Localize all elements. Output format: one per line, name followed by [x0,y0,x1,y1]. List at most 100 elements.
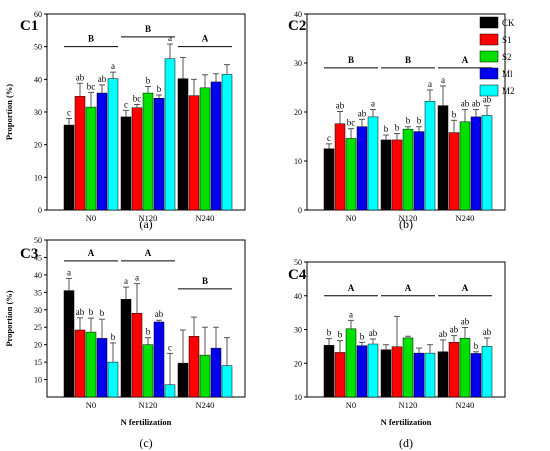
c2-sig-letter: b [417,116,422,126]
c2-xtick-label: N120 [399,213,418,223]
c1-xtick-label: N0 [86,213,96,223]
c1-ytick-label: 60 [34,10,42,19]
c3-sig-letter: a [135,273,139,283]
c1-bar-n0-s2 [85,106,97,211]
c2-bar-n120-ml [413,131,425,211]
c2-sig-letter: b [452,109,457,119]
c3-bar-n0-s1 [74,329,86,398]
c1-bar-n240-ml [210,81,222,211]
c1-ytick-label: 50 [34,43,42,52]
c3-ytick-label: 45 [34,253,42,262]
c4-sig-letter: ab [369,328,378,338]
c1-panel-title: C1 [20,18,38,34]
legend-swatch-s1 [479,33,499,46]
c1-bar-n120-ml [153,98,165,211]
c4-bar-n240-m2 [481,346,493,398]
c3-bar-n120-ml [153,321,165,398]
c3-bar-n240-s1 [188,336,200,398]
c1-sig-letter: bc [87,81,96,91]
c2-sig-letter: b [384,124,389,134]
c1-sig-letter: bc [133,93,142,103]
c3-bar-n240-ml [210,347,222,398]
c1-group-letter: A [202,34,209,44]
c3-x-axis-label: N fertilization [121,417,172,427]
c1-bar-n240-m2 [221,74,233,211]
c3-bar-n0-m2 [107,361,119,398]
legend-swatch-ck [479,16,499,29]
c3-bar-n0-ml [96,338,108,398]
c1-group-letter: B [145,24,151,34]
c4-xtick-label: N0 [346,400,356,410]
c3-ytick-label: 25 [34,323,42,332]
legend-swatch-m2 [479,84,499,97]
legend-swatch-s2 [479,50,499,63]
c2-sig-letter: a [371,99,375,109]
c3-bar-n0-ck [63,290,75,398]
c1-bar-n240-s1 [188,95,200,211]
c1-bar-n0-m2 [107,78,119,211]
c4-sig-letter: ab [483,327,492,337]
c3-bar-n120-ck [120,299,132,398]
c4-ytick-label: 40 [294,292,302,301]
c3-bar-n240-s2 [199,354,211,398]
c2-bar-n240-m2 [481,115,493,211]
c4-xtick-label: N120 [399,400,418,410]
c3-bar-n240-m2 [221,365,233,398]
c4-bar-n0-s1 [334,352,346,398]
c3-xtick-label: N240 [196,400,215,410]
c4-bar-n0-s2 [345,328,357,398]
c1-xtick-label: N240 [196,213,215,223]
c3-ytick-label: 40 [34,271,42,280]
c3-panel-title: C3 [20,246,38,262]
c2-bar-n240-ck [437,105,449,211]
c4-bar-n120-s2 [402,337,414,398]
c4-sig-letter: b [327,328,332,338]
c1-y-axis-label: Proportion (%) [4,84,14,140]
c4-bar-n240-s1 [448,342,460,398]
c1-bar-n0-ck [63,124,75,211]
c1-ytick-label: 10 [34,173,42,182]
c3-ytick-label: 50 [34,236,42,245]
c4-bar-n0-m2 [367,343,379,398]
c2-sig-letter: ab [336,101,345,111]
c4-sig-letter: b [338,330,343,340]
c4-group-letter: A [348,283,355,293]
c4-ytick-label: 30 [294,326,302,335]
c1-ytick-label: 0 [38,206,42,215]
c4-sig-letter: ab [461,316,470,326]
c4-sig-letter: ab [450,325,459,335]
c4-bar-n120-ck [380,349,392,398]
c4-bar-n240-ml [470,353,482,398]
c4-bar-n0-ml [356,345,368,398]
c3-sig-letter: a [124,276,128,286]
c2-bar-n0-ml [356,126,368,211]
c4-sig-letter: b [360,331,365,341]
c2-bar-n120-s1 [391,139,403,211]
c3-sig-letter: c [168,342,172,352]
c3-sig-letter: b [100,308,105,318]
c3-group-letter: B [202,276,208,286]
c2-bar-n120-m2 [424,100,436,211]
c1-bar-n240-ck [177,78,189,211]
c3-sig-letter: a [67,267,71,277]
c2-ytick-label: 10 [294,157,302,166]
c4-bar-n120-s1 [391,346,403,398]
c2-sig-letter: b [406,116,411,126]
c2-ytick-label: 30 [294,59,302,68]
c2-group-letter: A [462,55,469,65]
c1-sig-letter: b [157,84,162,94]
c3-sig-letter: b [111,332,116,342]
c2-sig-letter: a [441,75,445,85]
c2-sig-letter: ab [483,95,492,105]
c4-group-letter: A [462,283,469,293]
c3-y-axis-label: Proportion (%) [4,290,14,346]
c3-xtick-label: N0 [86,400,96,410]
c2-bar-n0-m2 [367,116,379,211]
c1-sublabel: (a) [139,217,152,231]
c2-sig-letter: ab [358,108,367,118]
legend-label-ck: CK [502,18,515,28]
c3-group-letter: A [145,248,152,258]
c4-ytick-label: 20 [294,359,302,368]
c3-bar-n240-ck [177,362,189,398]
